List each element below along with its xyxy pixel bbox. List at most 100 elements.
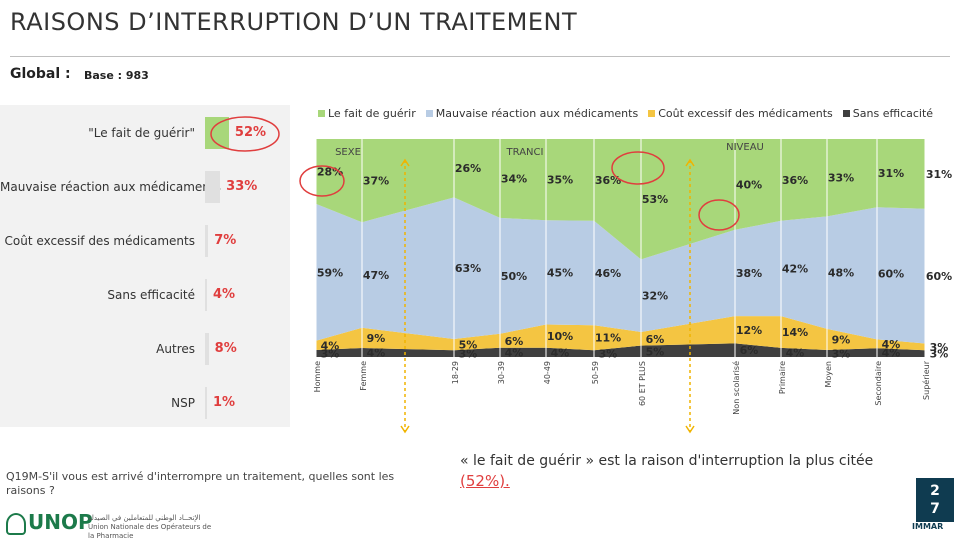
- highlight-circle-age: [611, 151, 665, 185]
- conclusion-text: « le fait de guérir » est la raison d'in…: [460, 451, 880, 492]
- hbar-value-label: 52%: [234, 125, 267, 140]
- area-data-label: 4%: [882, 338, 901, 351]
- hbar-value-label: 1%: [213, 395, 236, 410]
- area-data-label: 60%: [926, 270, 952, 283]
- area-data-label: 3%: [832, 347, 851, 360]
- left-panel-background: [0, 105, 290, 427]
- area-data-label: 32%: [642, 290, 668, 303]
- hbar-category-label: Autres: [156, 342, 195, 356]
- legend-entry: Coût excessif des médicaments: [648, 107, 833, 120]
- legend-swatch: [318, 110, 325, 117]
- category-label: Femme: [359, 361, 368, 391]
- legend-label: Le fait de guérir: [328, 107, 416, 120]
- area-data-label: 31%: [926, 168, 952, 181]
- category-label: Homme: [313, 361, 322, 392]
- legend-label: Mauvaise réaction aux médicaments: [435, 107, 639, 120]
- area-data-label: 4%: [551, 346, 570, 359]
- legend-swatch: [425, 110, 433, 117]
- category-label: 40-49: [543, 361, 552, 384]
- highlight-circle-52: [210, 116, 280, 152]
- group-label: TRANCI: [506, 147, 544, 158]
- area-data-label: 6%: [646, 333, 665, 346]
- hbar-value-label: 8%: [214, 341, 237, 356]
- area-series-2: [316, 316, 925, 351]
- unop-logo-text: UNOP: [28, 510, 93, 534]
- unop-logo-arabic: الإتحــاد الوطني للمتعاملين في الصيدلة: [88, 514, 201, 522]
- area-data-label: 4%: [505, 346, 524, 359]
- unop-logo: UNOP: [6, 510, 93, 535]
- hbar-bar: [205, 333, 209, 365]
- area-data-label: 47%: [363, 269, 389, 282]
- area-data-label: 3%: [321, 348, 340, 361]
- area-data-label: 34%: [501, 172, 527, 185]
- highlight-circle-sexe: [299, 165, 345, 197]
- survey-question: Q19M-S'il vous est arrivé d'interrompre …: [6, 470, 395, 497]
- title-divider: [10, 56, 950, 57]
- area-data-label: 3%: [930, 341, 949, 354]
- area-data-label: 45%: [547, 266, 573, 279]
- hbar-category-label: Sans efficacité: [107, 288, 195, 302]
- area-data-label: 36%: [782, 174, 808, 187]
- group-label: NIVEAU: [726, 142, 764, 153]
- legend-label: Coût excessif des médicaments: [658, 107, 833, 120]
- area-data-label: 10%: [547, 330, 573, 343]
- area-data-label: 35%: [547, 174, 573, 187]
- legend-entry: Le fait de guérir: [318, 107, 416, 120]
- area-data-label: 6%: [740, 344, 759, 357]
- area-data-label: 38%: [736, 267, 762, 280]
- area-data-label: 4%: [882, 347, 901, 360]
- category-label: 30-39: [497, 361, 506, 384]
- area-data-label: 12%: [736, 324, 762, 337]
- hbar-category-label: Mauvaise réaction aux médicaments: [0, 180, 221, 194]
- unop-logo-icon: [6, 512, 26, 535]
- area-data-label: 4%: [367, 347, 386, 360]
- area-data-label: 6%: [505, 335, 524, 348]
- hbar-bar: [205, 117, 229, 149]
- area-data-label: 53%: [642, 193, 668, 206]
- area-data-label: 14%: [782, 326, 808, 339]
- category-label: Non scolarisé: [731, 361, 741, 415]
- area-data-label: 5%: [459, 339, 478, 352]
- hbar-category-label: Coût excessif des médicaments: [4, 234, 195, 248]
- legend-swatch: [648, 110, 656, 117]
- divider-arrow-up: [400, 158, 410, 167]
- area-data-label: 37%: [363, 175, 389, 188]
- category-label: Primaire: [778, 361, 787, 394]
- area-data-label: 40%: [736, 178, 762, 191]
- highlight-circle-niveau: [698, 199, 740, 231]
- legend-entry: Sans efficacité: [842, 107, 934, 120]
- category-label: Moyen: [824, 361, 833, 388]
- divider-arrow-down: [400, 425, 410, 434]
- unop-logo-subtitle: الإتحــاد الوطني للمتعاملين في الصيدلة U…: [88, 514, 218, 541]
- legend-swatch: [842, 110, 850, 117]
- area-data-label: 48%: [828, 267, 854, 280]
- area-series-3: [316, 343, 925, 357]
- area-data-label: 31%: [878, 167, 904, 180]
- area-data-label: 3%: [599, 348, 618, 361]
- legend-entry: Mauvaise réaction aux médicaments: [425, 107, 639, 120]
- area-data-label: 36%: [595, 174, 621, 187]
- global-label: Global :: [10, 66, 71, 82]
- area-data-label: 5%: [646, 345, 665, 358]
- page-title: RAISONS D’INTERRUPTION D’UN TRAITEMENT: [10, 8, 578, 36]
- divider-arrow-down: [685, 425, 695, 434]
- hbar-bar: [205, 279, 207, 311]
- area-data-label: 42%: [782, 262, 808, 275]
- area-series-1: [316, 197, 925, 344]
- area-data-label: 9%: [367, 332, 386, 345]
- area-data-label: 4%: [321, 339, 340, 352]
- area-chart-legend: Le fait de guérir Mauvaise réaction aux m…: [318, 107, 933, 120]
- hbar-value-label: 4%: [213, 287, 236, 302]
- area-data-label: 11%: [595, 332, 621, 345]
- area-data-label: 4%: [786, 346, 805, 359]
- area-data-label: 28%: [317, 165, 343, 178]
- area-data-label: 3%: [930, 348, 949, 361]
- area-data-label: 50%: [501, 270, 527, 283]
- category-label: 18-29: [451, 361, 460, 384]
- base-label: Base : 983: [84, 69, 149, 82]
- immar-logo: IMMAR: [912, 522, 944, 531]
- category-label: 60 ET PLUS: [638, 361, 647, 406]
- legend-label: Sans efficacité: [852, 107, 934, 120]
- divider-arrow-up: [685, 158, 695, 167]
